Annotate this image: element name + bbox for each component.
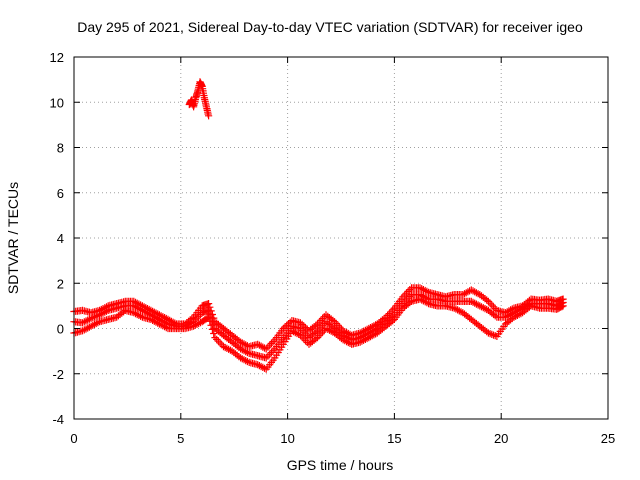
data-point: [208, 325, 216, 333]
chart-title: Day 295 of 2021, Sidereal Day-to-day VTE…: [77, 19, 583, 35]
y-tick-label: 2: [57, 276, 64, 291]
y-tick-label: -2: [52, 367, 64, 382]
x-tick-label: 0: [70, 431, 77, 446]
data-point: [559, 302, 567, 310]
x-tick-label: 15: [387, 431, 401, 446]
data-point: [558, 303, 566, 311]
data-point: [206, 310, 214, 318]
x-tick-label: 10: [280, 431, 294, 446]
data-point: [206, 303, 214, 311]
x-tick-label: 25: [601, 431, 615, 446]
y-tick-label: 0: [57, 322, 64, 337]
grid: [74, 57, 608, 419]
y-tick-label: 4: [57, 231, 64, 246]
y-axis-label: SDTVAR / TECUs: [5, 182, 21, 294]
y-tick-label: 6: [57, 186, 64, 201]
x-tick-label: 20: [494, 431, 508, 446]
data-marks: [70, 78, 567, 373]
data-point: [206, 317, 214, 325]
y-tick-label: 8: [57, 141, 64, 156]
data-point: [555, 304, 563, 312]
axis-ticks: 0 5 10 15 20 25 -4 -2 0 2 4 6 8 10 12: [50, 50, 616, 446]
data-point: [205, 313, 213, 321]
data-point: [205, 112, 213, 120]
y-tick-label: 12: [50, 50, 64, 65]
x-axis-label: GPS time / hours: [287, 457, 394, 473]
y-tick-label: -4: [52, 412, 64, 427]
y-tick-label: 10: [50, 95, 64, 110]
data-point: [205, 306, 213, 314]
x-tick-label: 5: [177, 431, 184, 446]
data-point: [205, 300, 213, 308]
data-point: [210, 329, 218, 338]
data-point: [207, 321, 215, 329]
